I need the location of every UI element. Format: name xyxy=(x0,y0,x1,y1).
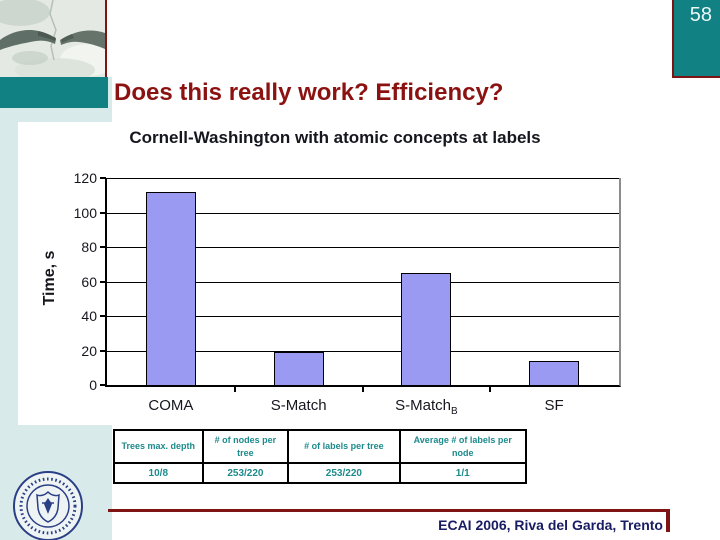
chart-title: Cornell-Washington with atomic concepts … xyxy=(129,128,541,147)
stats-table: Trees max. depth # of nodes per tree # of … xyxy=(113,429,527,484)
y-tick-label: 80 xyxy=(81,239,97,255)
category-label: SF xyxy=(544,397,564,414)
page-number: 58 xyxy=(689,4,712,26)
page-number-box: 58 xyxy=(672,0,720,78)
stats-table-header-cell: # of labels per tree xyxy=(287,429,401,464)
x-axis-tick xyxy=(361,386,364,392)
stats-table-header-cell: Trees max. depth xyxy=(113,429,204,464)
university-of-trento-seal-icon xyxy=(13,471,83,540)
stats-table-value-cell: 1/1 xyxy=(398,462,527,484)
category-label: S-MatchB xyxy=(395,397,458,417)
footer-rule-end xyxy=(666,509,670,532)
y-axis-tick xyxy=(100,384,106,386)
stats-table-header-cell: # of nodes per tree xyxy=(201,429,290,464)
stats-table-value-row: 10/8 253/220 253/220 1/1 xyxy=(113,462,527,484)
header-teal-band xyxy=(0,77,108,108)
y-tick-label: 0 xyxy=(89,377,97,393)
gridline xyxy=(107,316,619,317)
slide-title: Does this really work? Efficiency? xyxy=(114,79,504,106)
y-axis-tick xyxy=(100,280,106,283)
stats-table-header-cell: Average # of labels per node xyxy=(398,429,527,464)
y-tick-label: 20 xyxy=(81,342,97,359)
gridline xyxy=(107,281,619,283)
y-axis-tick xyxy=(100,246,106,248)
creation-of-adam-hands-icon xyxy=(0,0,116,82)
y-axis-tick xyxy=(100,211,106,214)
y-tick-label: 100 xyxy=(73,204,97,221)
y-axis-tick xyxy=(100,315,106,317)
stats-table-value-cell: 253/220 xyxy=(287,462,401,484)
y-axis-tick xyxy=(100,177,106,179)
creation-of-adam-image xyxy=(0,0,116,82)
stats-table-header-row: Trees max. depth # of nodes per tree # of … xyxy=(113,429,527,464)
x-axis-tick xyxy=(489,386,492,392)
footer-rule xyxy=(108,509,670,512)
y-tick-label: 60 xyxy=(81,273,97,290)
stats-table-value-cell: 10/8 xyxy=(113,462,204,484)
plot-area xyxy=(105,178,621,387)
bar xyxy=(273,352,324,385)
gridline xyxy=(107,350,619,352)
gridline xyxy=(107,178,619,179)
y-tick-label: 120 xyxy=(73,170,97,186)
bar xyxy=(529,360,580,385)
gridline xyxy=(107,212,619,214)
bar xyxy=(401,272,452,385)
bar xyxy=(145,191,196,385)
stats-table-value-cell: 253/220 xyxy=(201,462,290,484)
category-label: COMA xyxy=(148,397,194,414)
y-tick-label: 40 xyxy=(81,308,97,324)
y-axis-tick xyxy=(100,349,106,352)
x-axis-tick xyxy=(233,386,236,392)
footer-text: ECAI 2006, Riva del Garda, Trento xyxy=(438,517,663,533)
gridline xyxy=(107,247,619,248)
category-label: S-Match xyxy=(270,397,327,414)
